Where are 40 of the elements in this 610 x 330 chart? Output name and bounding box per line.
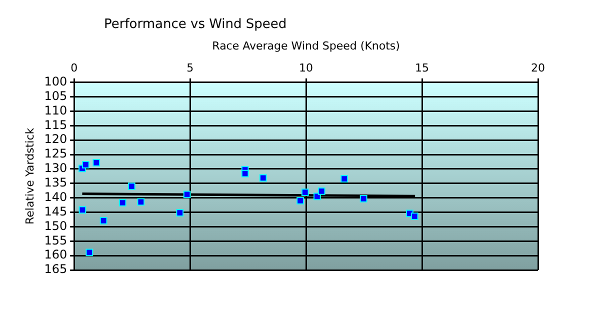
- point: [259, 174, 267, 182]
- x-tick-label: 15: [415, 62, 430, 75]
- y-tick-label: 115: [44, 118, 68, 132]
- point: [183, 190, 191, 198]
- point: [82, 160, 90, 168]
- y-tick-label: 155: [44, 233, 68, 248]
- y-tick-label: 150: [44, 218, 68, 233]
- x-tick-label: 0: [70, 62, 78, 75]
- point: [301, 188, 309, 196]
- y-tick-label: 130: [44, 161, 68, 176]
- point: [86, 248, 94, 256]
- point: [78, 206, 86, 214]
- y-tick-label: 165: [44, 262, 68, 276]
- point: [360, 195, 368, 202]
- point: [410, 212, 418, 220]
- x-tick-label: 5: [186, 62, 194, 75]
- y-tick-label: 160: [44, 248, 68, 262]
- point: [318, 188, 326, 195]
- point: [241, 170, 249, 178]
- point: [92, 158, 100, 166]
- point: [176, 209, 184, 217]
- y-tick-label: 100: [44, 74, 68, 89]
- point: [340, 175, 348, 182]
- point: [118, 199, 126, 206]
- y-tick-label: 110: [44, 103, 68, 118]
- y-tick-label: 140: [44, 190, 68, 204]
- point: [128, 182, 136, 190]
- chart-title: Performance vs Wind Speed: [104, 16, 287, 32]
- point: [100, 216, 108, 224]
- x-tick-label: 10: [299, 62, 314, 75]
- x-tick-label: 20: [531, 62, 545, 75]
- y-tick-label: 120: [44, 132, 68, 146]
- y-tick-label: 125: [44, 146, 68, 161]
- y-tick-label: 135: [44, 176, 68, 190]
- point: [296, 197, 304, 204]
- y-tick-label: 145: [44, 204, 68, 218]
- point: [137, 198, 145, 206]
- y-tick-label: 105: [44, 88, 68, 103]
- y-axis-title: Relative Yardstick: [23, 127, 36, 225]
- x-axis-title: Race Average Wind Speed (Knots): [212, 39, 400, 52]
